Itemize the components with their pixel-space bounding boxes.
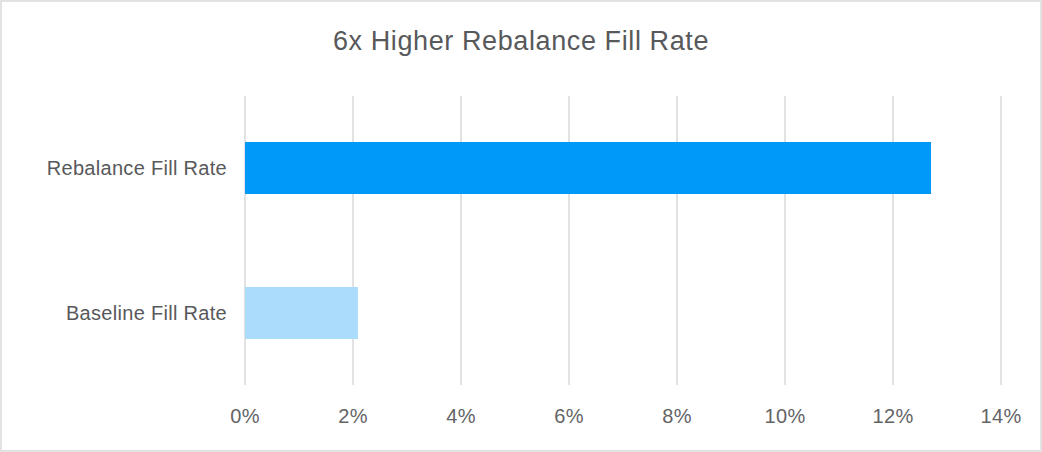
category-label-baseline-fill-rate: Baseline Fill Rate bbox=[2, 300, 227, 326]
x-tick-label-0%: 0% bbox=[230, 405, 260, 428]
plot-area bbox=[245, 96, 1001, 385]
category-label-rebalance-fill-rate: Rebalance Fill Rate bbox=[2, 155, 227, 181]
x-tick-label-2%: 2% bbox=[338, 405, 368, 428]
x-tick-label-8%: 8% bbox=[662, 405, 692, 428]
chart-frame: 6x Higher Rebalance Fill Rate Rebalance … bbox=[0, 0, 1042, 452]
gridline-6% bbox=[568, 96, 570, 385]
gridline-0% bbox=[244, 96, 246, 385]
x-tick-label-4%: 4% bbox=[446, 405, 476, 428]
chart-title: 6x Higher Rebalance Fill Rate bbox=[2, 26, 1040, 57]
bar-baseline-fill-rate bbox=[245, 287, 358, 339]
gridline-14% bbox=[1000, 96, 1002, 385]
gridline-2% bbox=[352, 96, 354, 385]
x-tick-label-10%: 10% bbox=[765, 405, 806, 428]
gridline-8% bbox=[676, 96, 678, 385]
gridline-10% bbox=[784, 96, 786, 385]
gridline-12% bbox=[892, 96, 894, 385]
x-tick-label-14%: 14% bbox=[981, 405, 1022, 428]
x-tick-label-6%: 6% bbox=[554, 405, 584, 428]
gridline-4% bbox=[460, 96, 462, 385]
x-tick-label-12%: 12% bbox=[873, 405, 914, 428]
bar-rebalance-fill-rate bbox=[245, 142, 931, 194]
